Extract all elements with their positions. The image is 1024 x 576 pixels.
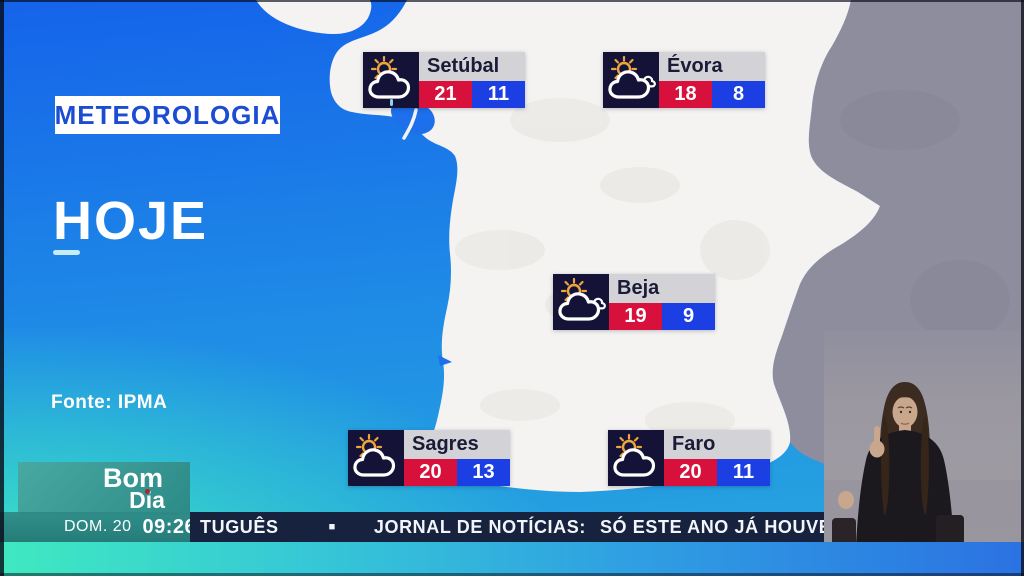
spain-terrain-shading: [840, 90, 1010, 340]
big-cloud: [558, 292, 601, 321]
big-cloud: [368, 70, 411, 99]
big-cloud: [353, 448, 396, 477]
frame-edge-top: [0, 0, 1024, 2]
max-temperature: 21: [419, 81, 472, 108]
portugal-landmass: [329, 0, 880, 492]
bom-dia-logo: Bom Dia: [18, 462, 190, 515]
frame-edge-bottom: [0, 573, 1024, 576]
interpreter-front-hair-left: [881, 415, 890, 515]
date-label: DOM. 20: [64, 518, 132, 535]
interpreter-raised-hand: [869, 440, 885, 458]
min-temperature: 13: [457, 459, 510, 486]
weather-card-setubal: Setúbal 21 11: [363, 52, 525, 108]
sign-language-interpreter-box: [824, 330, 1024, 545]
max-temperature: 20: [664, 459, 717, 486]
max-temperature: 20: [404, 459, 457, 486]
city-label: Évora: [659, 52, 765, 81]
date-time-bar: DOM. 20 09:26: [0, 512, 196, 542]
partly-cloudy-icon: [553, 274, 609, 330]
city-label: Beja: [609, 274, 715, 303]
sign-language-interpreter: [824, 382, 1024, 545]
partly-cloudy-icon: [608, 430, 664, 486]
min-temperature: 11: [472, 81, 525, 108]
city-label: Setúbal: [419, 52, 525, 81]
interpreter-hairline: [890, 393, 920, 404]
weather-card-sagres: Sagres 20 13: [348, 430, 510, 486]
min-temperature: 8: [712, 81, 765, 108]
river-mouth: [438, 355, 452, 366]
interpreter-face: [892, 396, 918, 428]
big-cloud: [613, 448, 656, 477]
page-title: HOJE: [53, 191, 209, 251]
troia-spit: [402, 108, 418, 140]
max-temperature: 19: [609, 303, 662, 330]
ticker-separator-icon: ■: [328, 521, 336, 533]
city-label: Sagres: [404, 430, 510, 459]
min-temperature: 11: [717, 459, 770, 486]
interpreter-pointing-finger: [874, 426, 880, 444]
logo-text-dia: Dia: [129, 487, 165, 513]
partly-cloudy-icon: [603, 52, 659, 108]
city-label: Faro: [664, 430, 770, 459]
ticker-headline-source: JORNAL DE NOTÍCIAS:: [373, 516, 586, 537]
weather-card-faro: Faro 20 11: [608, 430, 770, 486]
bottom-gradient-strip: [0, 542, 1024, 576]
chair-armrest-right: [936, 515, 964, 545]
logo-red-dot: [145, 489, 150, 494]
frame-edge-left: [0, 0, 4, 576]
interpreter-body: [856, 430, 954, 545]
title-underline: [53, 250, 80, 255]
frame-edge-right: [1021, 0, 1024, 576]
interpreter-resting-hand: [838, 491, 854, 509]
big-cloud: [608, 70, 651, 99]
max-temperature: 18: [659, 81, 712, 108]
category-label: METEOROLOGIA: [54, 99, 281, 130]
min-temperature: 9: [662, 303, 715, 330]
sun-rays: [560, 277, 588, 302]
partly-cloudy-icon: [348, 430, 404, 486]
ticker-fragment: TUGUÊS: [200, 516, 279, 537]
partly-cloudy-light-rain-icon: [363, 52, 419, 108]
chair-armrest-left: [832, 518, 856, 545]
logo-text-bom: Bom: [103, 463, 163, 493]
interpreter-front-hair-right: [920, 415, 929, 515]
weather-card-evora: Évora 18 8: [603, 52, 765, 108]
source-credit: Fonte: IPMA: [51, 392, 168, 413]
weather-card-beja: Beja 19 9: [553, 274, 715, 330]
clock: 09:26: [142, 515, 197, 538]
category-banner: METEOROLOGIA: [55, 96, 280, 134]
interpreter-face-details: [897, 406, 913, 425]
lisbon-peninsula: [256, 0, 372, 34]
sun-rays: [370, 55, 398, 80]
